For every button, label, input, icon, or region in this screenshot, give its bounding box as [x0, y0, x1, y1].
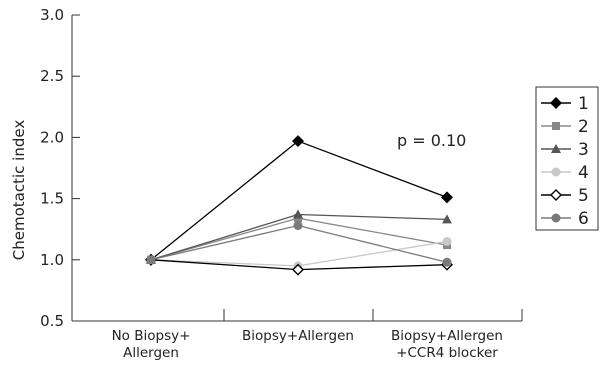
x-tick-label: Allergen [123, 345, 179, 361]
legend-item-5: 5 [541, 186, 589, 206]
legend-label: 1 [578, 94, 589, 114]
axes: 0.5 1.0 1.5 2.0 2.5 3.0 No Biopsy+Allergen Biop… [40, 6, 523, 361]
data-point [292, 135, 304, 148]
legend-item-2: 2 [541, 117, 589, 137]
legend-label: 5 [578, 186, 589, 206]
legend-marker [551, 144, 561, 153]
legend-label: 6 [578, 209, 589, 229]
legend-item-6: 6 [541, 209, 589, 229]
y-tick-label: 3.0 [40, 6, 64, 24]
legend-item-4: 4 [541, 163, 589, 183]
x-tick-label: Biopsy+Allergen [242, 328, 354, 344]
x-tick-label: No Biopsy+ [112, 328, 191, 344]
y-tick-label: 0.5 [40, 312, 64, 330]
legend: 1 2 3 4 5 6 [535, 86, 599, 231]
series-1 [145, 135, 453, 266]
data-point [442, 214, 452, 224]
series-5 [145, 253, 453, 276]
legend-label: 3 [578, 140, 589, 160]
y-tick-label: 2.0 [40, 128, 64, 146]
p-value-annotation: p = 0.10 [397, 131, 466, 150]
series-6 [146, 221, 452, 267]
legend-label: 2 [578, 117, 589, 137]
legend-box [535, 86, 599, 231]
data-point [293, 209, 303, 219]
legend-marker [552, 122, 560, 130]
x-tick-label: +CCR4 blocker [396, 345, 498, 361]
legend-marker [550, 189, 562, 201]
data-point [146, 255, 156, 265]
y-axis-label: Chemotactic index [10, 120, 28, 261]
data-point [442, 236, 452, 246]
data-point [441, 191, 453, 204]
data-point [293, 221, 303, 231]
y-tick-label: 1.5 [40, 190, 64, 208]
legend-item-3: 3 [541, 140, 589, 160]
series-line [150, 224, 448, 263]
legend-item-1: 1 [541, 94, 589, 114]
x-tick-label: Biopsy+Allergen [391, 328, 503, 344]
legend-marker [550, 97, 562, 109]
legend-marker [551, 167, 561, 177]
y-tick-label: 1.0 [40, 251, 64, 269]
legend-marker [551, 213, 561, 223]
data-point [292, 263, 304, 276]
legend-label: 4 [578, 163, 589, 183]
series-line [150, 140, 448, 261]
y-tick-label: 2.5 [40, 67, 64, 85]
data-point [442, 257, 452, 267]
series-layer [145, 135, 453, 276]
series-3 [146, 209, 452, 264]
